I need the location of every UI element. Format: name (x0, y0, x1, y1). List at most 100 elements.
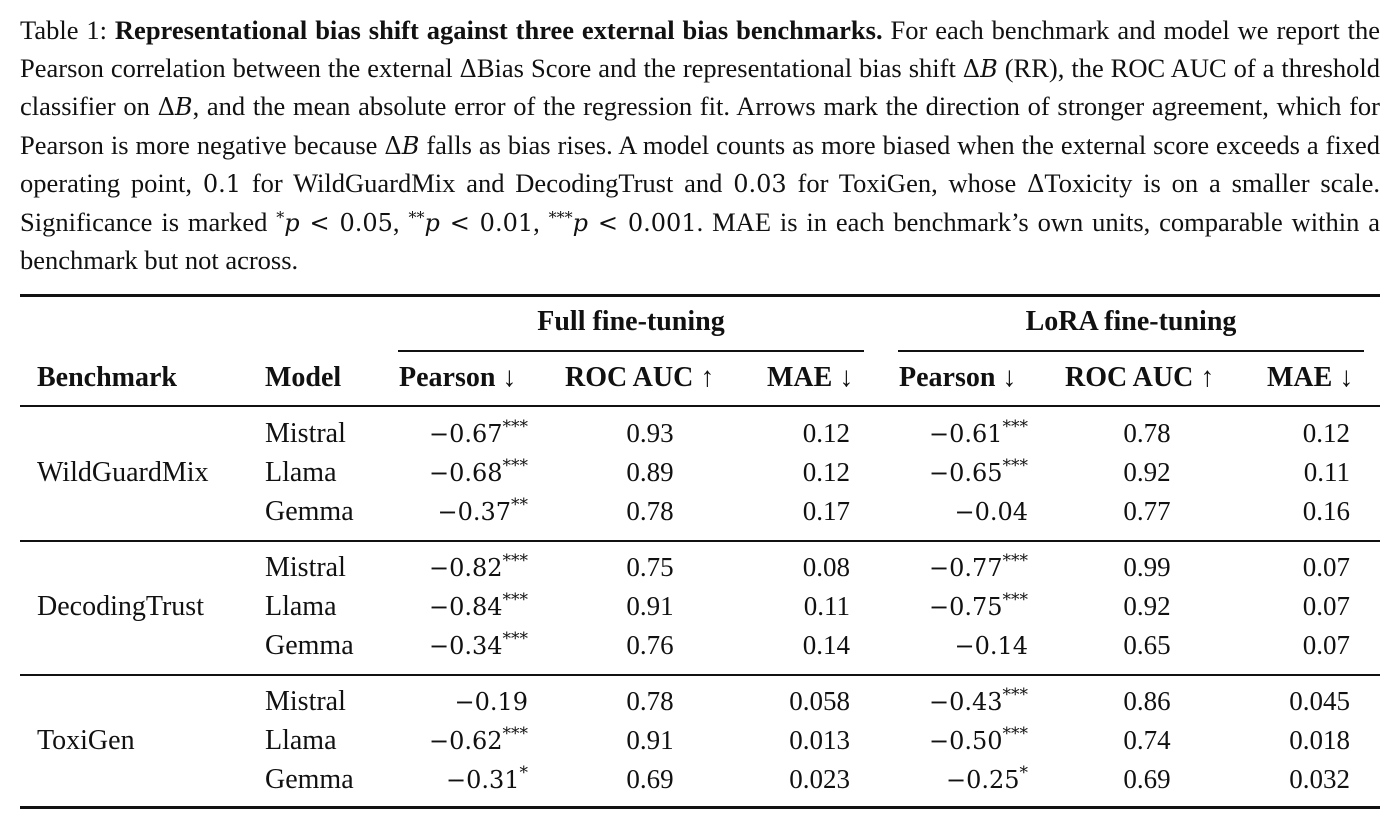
model-label: Gemma (265, 764, 354, 795)
pearson-value: −0.14 (954, 632, 1028, 660)
full-rocauc-cell: 0.93 (626, 418, 674, 448)
model-label: Llama (265, 591, 337, 622)
significance-stars: *** (502, 417, 529, 437)
lora-pearson-cell: −0.50*** (880, 725, 1028, 756)
significance-stars: *** (502, 724, 529, 744)
benchmark-label: WildGuardMix (37, 457, 209, 488)
full-rocauc-cell: 0.91 (626, 725, 674, 755)
lora-pearson-cell: −0.04 (880, 496, 1028, 527)
model-label: Gemma (265, 630, 354, 661)
full-mae-cell: 0.12 (802, 457, 850, 487)
caption-text: , (533, 206, 549, 237)
lora-rocauc-cell: 0.77 (1123, 496, 1171, 526)
lora-rocauc-cell: 0.92 (1123, 591, 1171, 621)
benchmark-label: DecodingTrust (37, 591, 204, 622)
caption-math: < 0.001 (588, 208, 697, 237)
model-label: Gemma (265, 496, 354, 527)
caption-text: Toxicity is on a smaller scale. Signific… (20, 168, 1380, 237)
col-header-benchmark: Benchmark (37, 362, 177, 393)
pearson-value: −0.65 (928, 459, 1003, 487)
significance-stars: *** (1002, 417, 1029, 437)
full-mae-cell: 0.11 (803, 591, 850, 621)
lora-mae-cell: 0.032 (1289, 764, 1350, 794)
model-label: Llama (265, 457, 337, 488)
full-mae-cell: 0.058 (789, 686, 850, 716)
full-rocauc-cell: 0.76 (626, 630, 674, 660)
full-rocauc-cell: 0.91 (626, 591, 674, 621)
significance-stars: * (519, 763, 529, 783)
lora-mae-cell: 0.018 (1289, 725, 1350, 755)
caption-text: , and the mean absolute error of the reg… (20, 91, 1380, 160)
caption-text: . MAE is in each benchmark’s own units, … (20, 206, 1381, 276)
lora-rocauc-cell: 0.69 (1123, 764, 1171, 794)
pearson-value: −0.50 (928, 727, 1003, 755)
caption-text: Bias Score and the representational bias… (476, 52, 963, 83)
full-mae-cell: 0.17 (802, 496, 850, 526)
table-caption: Table 1: Representational bias shift aga… (20, 12, 1380, 280)
full-rocauc-cell: 0.69 (626, 764, 674, 794)
lora-pearson-cell: −0.43*** (880, 686, 1028, 717)
significance-stars: *** (1002, 456, 1029, 476)
lora-pearson-cell: −0.14 (880, 630, 1028, 661)
caption-math: * (276, 207, 285, 227)
lora-group-rule (898, 350, 1364, 352)
pearson-value: −0.61 (928, 420, 1003, 448)
col-header-lora-rocauc: ROC AUC ↑ (1065, 362, 1215, 393)
lora-mae-cell: 0.045 (1289, 686, 1350, 716)
significance-stars: *** (502, 456, 529, 476)
col-header-model: Model (265, 362, 342, 393)
pearson-value: −0.34 (428, 632, 503, 660)
caption-text: For each benchmark and model we report t… (20, 15, 1381, 83)
lora-mae-cell: 0.07 (1302, 552, 1350, 582)
significance-stars: *** (1002, 551, 1029, 571)
lora-mae-cell: 0.12 (1302, 418, 1350, 448)
caption-label: Table 1: (20, 15, 107, 45)
pearson-value: −0.25 (945, 766, 1020, 794)
lora-pearson-cell: −0.65*** (880, 457, 1028, 488)
caption-math: Δ (384, 131, 402, 160)
significance-stars: *** (1002, 724, 1029, 744)
lora-rocauc-cell: 0.65 (1123, 630, 1171, 660)
lora-pearson-cell: −0.25* (880, 764, 1028, 795)
full-rocauc-cell: 0.89 (626, 457, 674, 487)
caption-math: B (980, 54, 998, 83)
lora-rocauc-cell: 0.92 (1123, 457, 1171, 487)
caption-math: B (174, 93, 193, 121)
table-top-rule (20, 294, 1380, 297)
significance-stars: *** (1002, 590, 1029, 610)
group-header-lora: LoRA fine-tuning (1025, 306, 1237, 337)
full-rocauc-cell: 0.78 (626, 686, 674, 716)
significance-stars: *** (502, 590, 529, 610)
caption-math: p (572, 208, 589, 237)
full-pearson-cell: −0.31* (380, 764, 528, 795)
full-mae-cell: 0.023 (789, 764, 850, 794)
lora-rocauc-cell: 0.74 (1123, 725, 1171, 755)
lora-pearson-cell: −0.75*** (880, 591, 1028, 622)
full-pearson-cell: −0.84*** (380, 591, 528, 622)
caption-text: for WildGuardMix and DecodingTrust and (241, 168, 734, 198)
significance-stars: *** (502, 551, 529, 571)
caption-text: (RR), the ROC AUC of a threshold classif… (20, 52, 1381, 122)
significance-stars: *** (502, 629, 529, 649)
full-pearson-cell: −0.62*** (380, 725, 528, 756)
caption-math: *** (548, 207, 573, 227)
pearson-value: −0.04 (954, 498, 1028, 526)
caption-math: < 0.01 (439, 208, 534, 237)
full-pearson-cell: −0.34*** (380, 630, 528, 661)
full-mae-cell: 0.12 (802, 418, 850, 448)
full-pearson-cell: −0.67*** (380, 418, 528, 449)
caption-math: 0.1 (202, 170, 241, 198)
significance-stars: * (1019, 763, 1029, 783)
table-bottom-rule (20, 806, 1380, 809)
col-header-full-mae: MAE ↓ (767, 362, 854, 393)
lora-mae-cell: 0.07 (1302, 591, 1350, 621)
full-mae-cell: 0.14 (802, 630, 850, 660)
pearson-value: −0.77 (928, 554, 1003, 582)
full-mae-cell: 0.013 (789, 725, 850, 755)
caption-text: falls as bias rises. A model counts as m… (20, 129, 1380, 199)
group-separator (20, 540, 1380, 542)
pearson-value: −0.19 (454, 688, 528, 716)
lora-rocauc-cell: 0.86 (1123, 686, 1171, 716)
pearson-value: −0.75 (928, 593, 1003, 621)
lora-pearson-cell: −0.77*** (880, 552, 1028, 583)
